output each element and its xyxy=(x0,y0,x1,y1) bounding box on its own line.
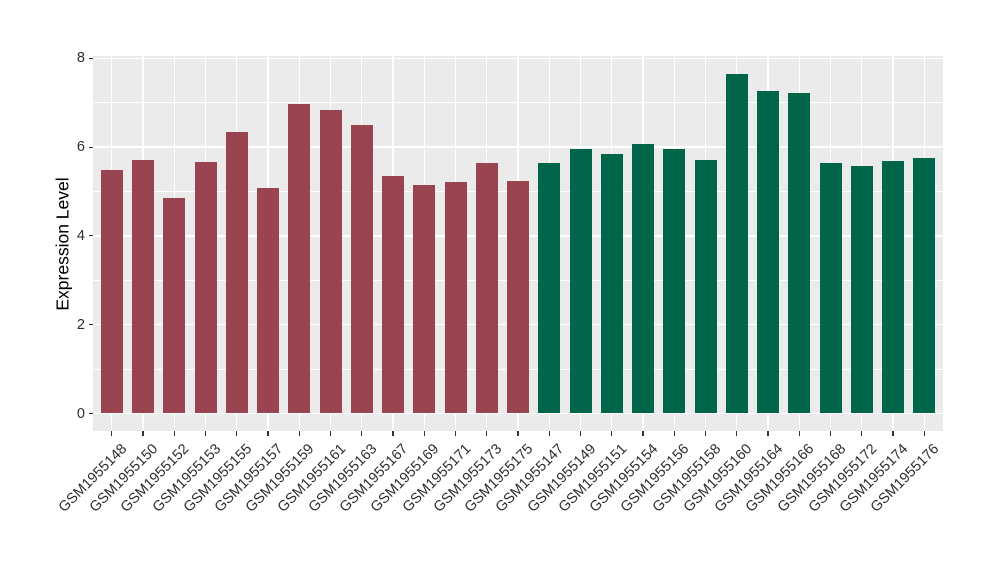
x-tick-mark xyxy=(704,431,707,436)
bar-GSM1955167 xyxy=(382,175,404,414)
x-tick-mark xyxy=(548,431,550,436)
bar-GSM1955156 xyxy=(663,149,686,414)
x-tick-mark xyxy=(517,431,519,436)
y-tick-label: 0 xyxy=(76,405,85,422)
x-tick-mark xyxy=(361,431,363,436)
y-tick-mark xyxy=(88,235,93,237)
bar-GSM1955152 xyxy=(163,198,186,414)
y-tick-mark xyxy=(88,412,93,415)
y-tick-mark xyxy=(88,146,93,148)
x-tick-mark xyxy=(642,431,644,436)
bar-GSM1955154 xyxy=(632,143,654,414)
bar-GSM1955176 xyxy=(913,157,936,414)
x-tick-mark xyxy=(798,431,800,436)
bar-GSM1955169 xyxy=(413,184,436,414)
x-tick-mark xyxy=(736,431,738,436)
x-tick-mark xyxy=(423,431,425,436)
bar-GSM1955159 xyxy=(288,103,311,414)
bar-GSM1955160 xyxy=(725,73,748,414)
bar-GSM1955161 xyxy=(319,109,342,414)
bar-GSM1955175 xyxy=(507,181,529,414)
y-tick-mark xyxy=(88,57,93,59)
bar-GSM1955158 xyxy=(694,160,717,414)
y-tick-label: 6 xyxy=(76,139,85,156)
bar-GSM1955174 xyxy=(882,160,904,414)
y-tick-label: 2 xyxy=(76,316,85,333)
x-tick-mark xyxy=(267,431,269,436)
bar-GSM1955173 xyxy=(475,163,498,414)
bar-GSM1955150 xyxy=(132,159,154,414)
x-tick-mark xyxy=(923,431,925,436)
x-tick-mark xyxy=(236,431,238,436)
x-tick-mark xyxy=(392,431,394,436)
bar-GSM1955166 xyxy=(788,93,811,414)
bar-GSM1955153 xyxy=(194,162,217,414)
x-tick-mark xyxy=(454,431,457,436)
bar-GSM1955172 xyxy=(850,166,873,414)
x-tick-mark xyxy=(142,431,144,436)
bar-GSM1955157 xyxy=(257,188,279,414)
y-tick-label: 4 xyxy=(76,227,85,244)
y-tick-label: 8 xyxy=(76,50,85,67)
bar-GSM1955164 xyxy=(757,91,779,414)
x-tick-mark xyxy=(673,431,675,436)
x-tick-mark xyxy=(579,431,582,436)
x-tick-mark xyxy=(767,431,769,436)
bar-GSM1955149 xyxy=(569,149,592,414)
plot-panel xyxy=(93,56,943,431)
bar-GSM1955168 xyxy=(819,162,842,414)
x-tick-mark xyxy=(486,431,488,436)
y-tick-mark xyxy=(88,324,93,326)
x-tick-mark xyxy=(298,431,300,436)
x-tick-mark xyxy=(892,431,894,436)
bar-GSM1955148 xyxy=(100,170,123,414)
bar-GSM1955163 xyxy=(350,124,373,414)
y-axis-title: Expression Level xyxy=(52,177,73,311)
bar-GSM1955147 xyxy=(538,163,561,414)
bar-GSM1955171 xyxy=(444,182,467,414)
x-tick-mark xyxy=(329,431,332,436)
x-tick-mark xyxy=(111,431,113,436)
x-tick-mark xyxy=(861,431,863,436)
x-tick-mark xyxy=(611,431,613,436)
x-tick-mark xyxy=(204,431,207,436)
x-tick-mark xyxy=(173,431,175,436)
bar-GSM1955151 xyxy=(600,154,623,414)
x-tick-mark xyxy=(829,431,832,436)
bar-GSM1955155 xyxy=(225,132,248,414)
